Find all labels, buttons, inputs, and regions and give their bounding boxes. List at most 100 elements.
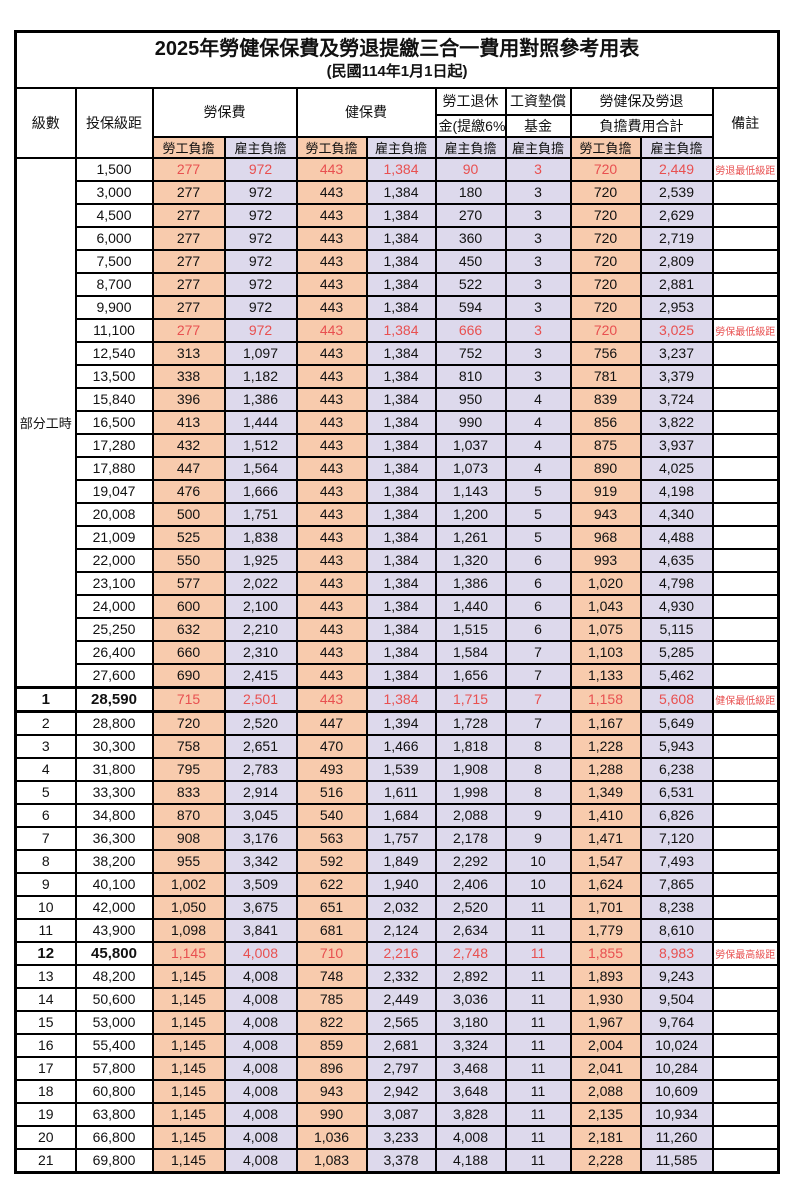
value-cell: 1,288 [569, 756, 642, 782]
value-cell: 1,167 [569, 710, 642, 736]
value-cell: 11 [504, 940, 572, 966]
value-cell: 1,002 [151, 871, 226, 897]
table-row: 7 36,300 908 3,176 563 1,757 2,178 9 1,471 7,120 [14, 825, 780, 851]
value-cell: 396 [151, 386, 226, 412]
value-cell: 1,384 [365, 501, 437, 527]
value-cell: 839 [569, 386, 642, 412]
value-cell: 277 [151, 271, 226, 297]
table-body: 部分工時 1,500 277 972 443 1,384 90 3 720 2,449 勞退最低級距… [14, 156, 780, 1173]
value-cell: 1,043 [569, 593, 642, 619]
value-cell: 950 [434, 386, 507, 412]
remark-cell [711, 340, 780, 366]
page-subtitle: (民國114年1月1日起) [326, 63, 468, 80]
subheader-total-employee: 勞工負擔 [569, 135, 642, 159]
value-cell: 4,008 [223, 1101, 298, 1127]
value-cell: 1,849 [365, 848, 437, 874]
value-cell: 3,087 [365, 1101, 437, 1127]
remark-cell: 勞保最低級距 [711, 317, 780, 343]
value-cell: 90 [434, 156, 507, 182]
bracket-cell: 36,300 [74, 825, 154, 851]
bracket-cell: 26,400 [74, 639, 154, 665]
table-row: 1 28,590 715 2,501 443 1,384 1,715 7 1,158 5,608 健… [14, 685, 780, 713]
bracket-cell: 57,800 [74, 1055, 154, 1081]
value-cell: 1,940 [365, 871, 437, 897]
value-cell: 1,779 [569, 917, 642, 943]
value-cell: 1,145 [151, 986, 226, 1012]
value-cell: 443 [295, 202, 368, 228]
bracket-cell: 42,000 [74, 894, 154, 920]
value-cell: 4,008 [223, 1124, 298, 1150]
value-cell: 8 [504, 733, 572, 759]
value-cell: 313 [151, 340, 226, 366]
value-cell: 2,178 [434, 825, 507, 851]
value-cell: 833 [151, 779, 226, 805]
value-cell: 810 [434, 363, 507, 389]
value-cell: 11 [504, 1055, 572, 1081]
value-cell: 1,145 [151, 1078, 226, 1104]
value-cell: 4,798 [639, 570, 714, 596]
grade-cell: 4 [14, 756, 77, 782]
bracket-cell: 17,880 [74, 455, 154, 481]
bracket-cell: 63,800 [74, 1101, 154, 1127]
remark-cell: 勞保最高級距 [711, 940, 780, 966]
table-row: 4 31,800 795 2,783 493 1,539 1,908 8 1,288 6,238 [14, 756, 780, 782]
grade-cell: 15 [14, 1009, 77, 1035]
value-cell: 443 [295, 409, 368, 435]
bracket-cell: 15,840 [74, 386, 154, 412]
value-cell: 1,145 [151, 1101, 226, 1127]
remark-cell [711, 248, 780, 274]
value-cell: 443 [295, 225, 368, 251]
bracket-cell: 55,400 [74, 1032, 154, 1058]
value-cell: 1,145 [151, 1055, 226, 1081]
remark-cell [711, 802, 780, 828]
value-cell: 500 [151, 501, 226, 527]
value-cell: 2,181 [569, 1124, 642, 1150]
value-cell: 1,384 [365, 340, 437, 366]
value-cell: 4,008 [223, 1032, 298, 1058]
value-cell: 4 [504, 409, 572, 435]
value-cell: 4,008 [223, 986, 298, 1012]
value-cell: 3 [504, 294, 572, 320]
value-cell: 1,384 [365, 271, 437, 297]
value-cell: 10 [504, 871, 572, 897]
grade-cell: 10 [14, 894, 77, 920]
grade-cell: 19 [14, 1101, 77, 1127]
value-cell: 277 [151, 248, 226, 274]
value-cell: 1,925 [223, 547, 298, 573]
value-cell: 8 [504, 779, 572, 805]
value-cell: 1,145 [151, 1009, 226, 1035]
value-cell: 748 [295, 963, 368, 989]
value-cell: 1,384 [365, 386, 437, 412]
value-cell: 443 [295, 340, 368, 366]
bracket-cell: 7,500 [74, 248, 154, 274]
value-cell: 972 [223, 202, 298, 228]
value-cell: 592 [295, 848, 368, 874]
value-cell: 690 [151, 662, 226, 688]
grade-cell: 18 [14, 1078, 77, 1104]
value-cell: 2,881 [639, 271, 714, 297]
value-cell: 1,624 [569, 871, 642, 897]
remark-cell: 勞退最低級距 [711, 156, 780, 182]
value-cell: 443 [295, 616, 368, 642]
bracket-cell: 66,800 [74, 1124, 154, 1150]
table-row: 17 57,800 1,145 4,008 896 2,797 3,468 11 2,041 10… [14, 1055, 780, 1081]
value-cell: 822 [295, 1009, 368, 1035]
value-cell: 277 [151, 179, 226, 205]
remark-cell [711, 917, 780, 943]
table-row: 18 60,800 1,145 4,008 943 2,942 3,648 11 2,088 10… [14, 1078, 780, 1104]
value-cell: 3,648 [434, 1078, 507, 1104]
value-cell: 443 [295, 478, 368, 504]
remark-cell [711, 894, 780, 920]
value-cell: 443 [295, 570, 368, 596]
subheader-health-employer: 雇主負擔 [365, 135, 437, 159]
table-row: 4,500 277 972 443 1,384 270 3 720 2,629 [16, 202, 780, 228]
subheader-total-employer: 雇主負擔 [639, 135, 714, 159]
value-cell: 5 [504, 501, 572, 527]
value-cell: 443 [295, 386, 368, 412]
value-cell: 7,493 [639, 848, 714, 874]
value-cell: 3,822 [639, 409, 714, 435]
bracket-cell: 60,800 [74, 1078, 154, 1104]
value-cell: 3,324 [434, 1032, 507, 1058]
header-group-row2: 金(提繳6%) 基金 負擔費用合計 [16, 113, 779, 138]
value-cell: 1,349 [569, 779, 642, 805]
